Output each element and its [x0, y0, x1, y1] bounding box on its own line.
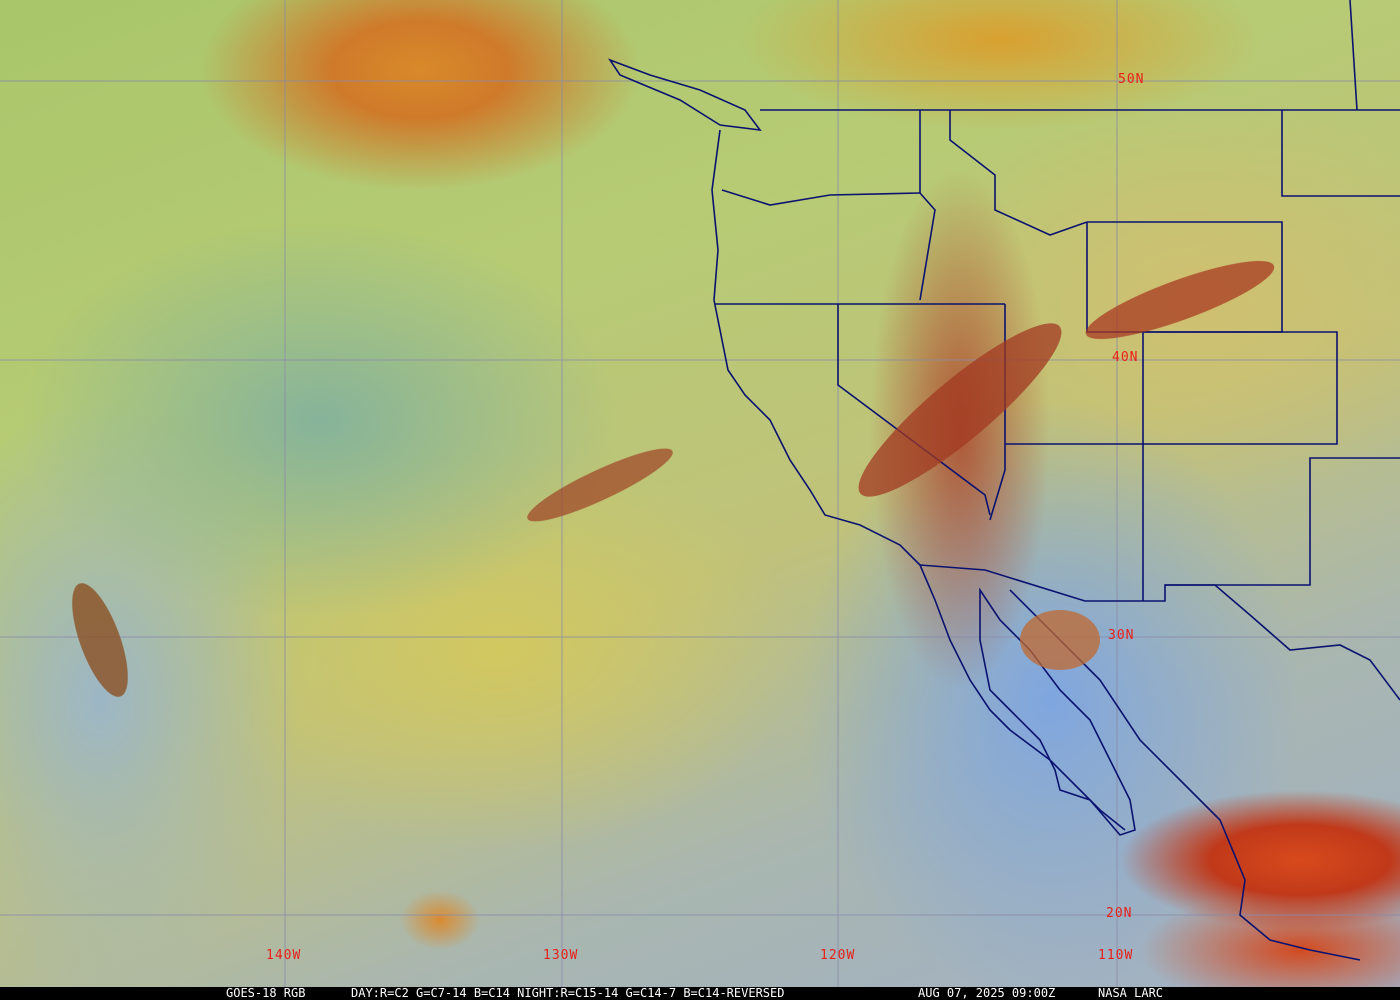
latitude-label-40n: 40N	[1112, 350, 1139, 365]
us-west-coast	[711, 129, 1126, 831]
product-name: GOES-18 RGB	[226, 986, 306, 1000]
longitude-label-120w: 120W	[820, 948, 856, 963]
cloud-band	[527, 448, 673, 522]
longitude-label-140w: 140W	[266, 948, 302, 963]
cloud-cluster	[72, 583, 128, 697]
wa-or-border	[721, 189, 921, 206]
timestamp: AUG 07, 2025 09:00Z	[918, 986, 1056, 1000]
mexico-mainland-coast	[1009, 589, 1361, 961]
vancouver-island	[607, 58, 762, 132]
image-caption-bar: GOES-18 RGB DAY:R=C2 G=C7-14 B=C14 NIGHT…	[0, 987, 1400, 1000]
longitude-label-110w: 110W	[1098, 948, 1134, 963]
idaho-border	[919, 110, 1088, 301]
colorado-nm	[919, 331, 1400, 602]
us-mexico-border	[1165, 584, 1400, 701]
cloud-band	[1085, 260, 1275, 340]
cloud-cluster	[1020, 610, 1100, 670]
latitude-label-30n: 30N	[1108, 628, 1135, 643]
channel-recipe: DAY:R=C2 G=C7-14 B=C14 NIGHT:R=C15-14 G=…	[351, 986, 785, 1000]
cloud-features	[72, 260, 1275, 697]
latitude-label-50n: 50N	[1118, 72, 1145, 87]
longitude-label-130w: 130W	[543, 948, 579, 963]
montana	[1281, 0, 1400, 197]
baja-peninsula	[979, 587, 1136, 836]
data-source: NASA LARC	[1098, 986, 1164, 1000]
latitude-label-20n: 20N	[1106, 906, 1133, 921]
coastlines-and-borders	[607, 0, 1400, 961]
cloud-band	[858, 323, 1062, 497]
